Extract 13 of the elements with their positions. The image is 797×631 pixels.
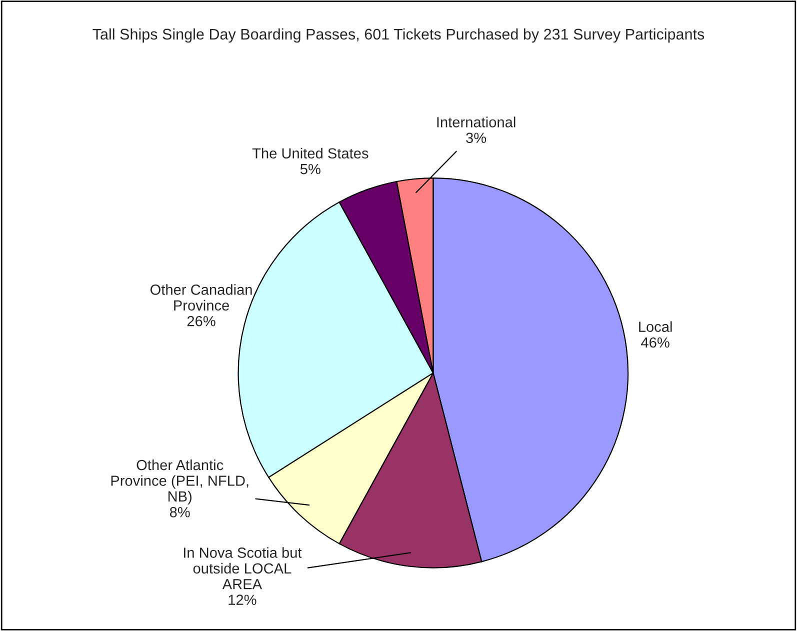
chart-title: Tall Ships Single Day Boarding Passes, 601 Tickets Purchased by 231 Survey Participants (92, 28, 704, 43)
slice-label: The United States (252, 148, 368, 159)
data-label: 3% (466, 132, 486, 144)
data-label: 5% (300, 164, 320, 174)
slice-label: Local (639, 321, 672, 332)
slice-label: International (437, 116, 516, 128)
data-label: 12% (228, 594, 256, 605)
data-label: 26% (187, 316, 216, 326)
data-label: 8% (170, 506, 190, 518)
slice-label: In Nova Scotia but outside LOCAL AREA (184, 547, 302, 590)
data-label: 46% (641, 337, 670, 348)
slice-label: Other Canadian Province (150, 284, 252, 311)
slice-label: Other Atlantic Province (PEI, NFLD, NB) (111, 459, 248, 504)
